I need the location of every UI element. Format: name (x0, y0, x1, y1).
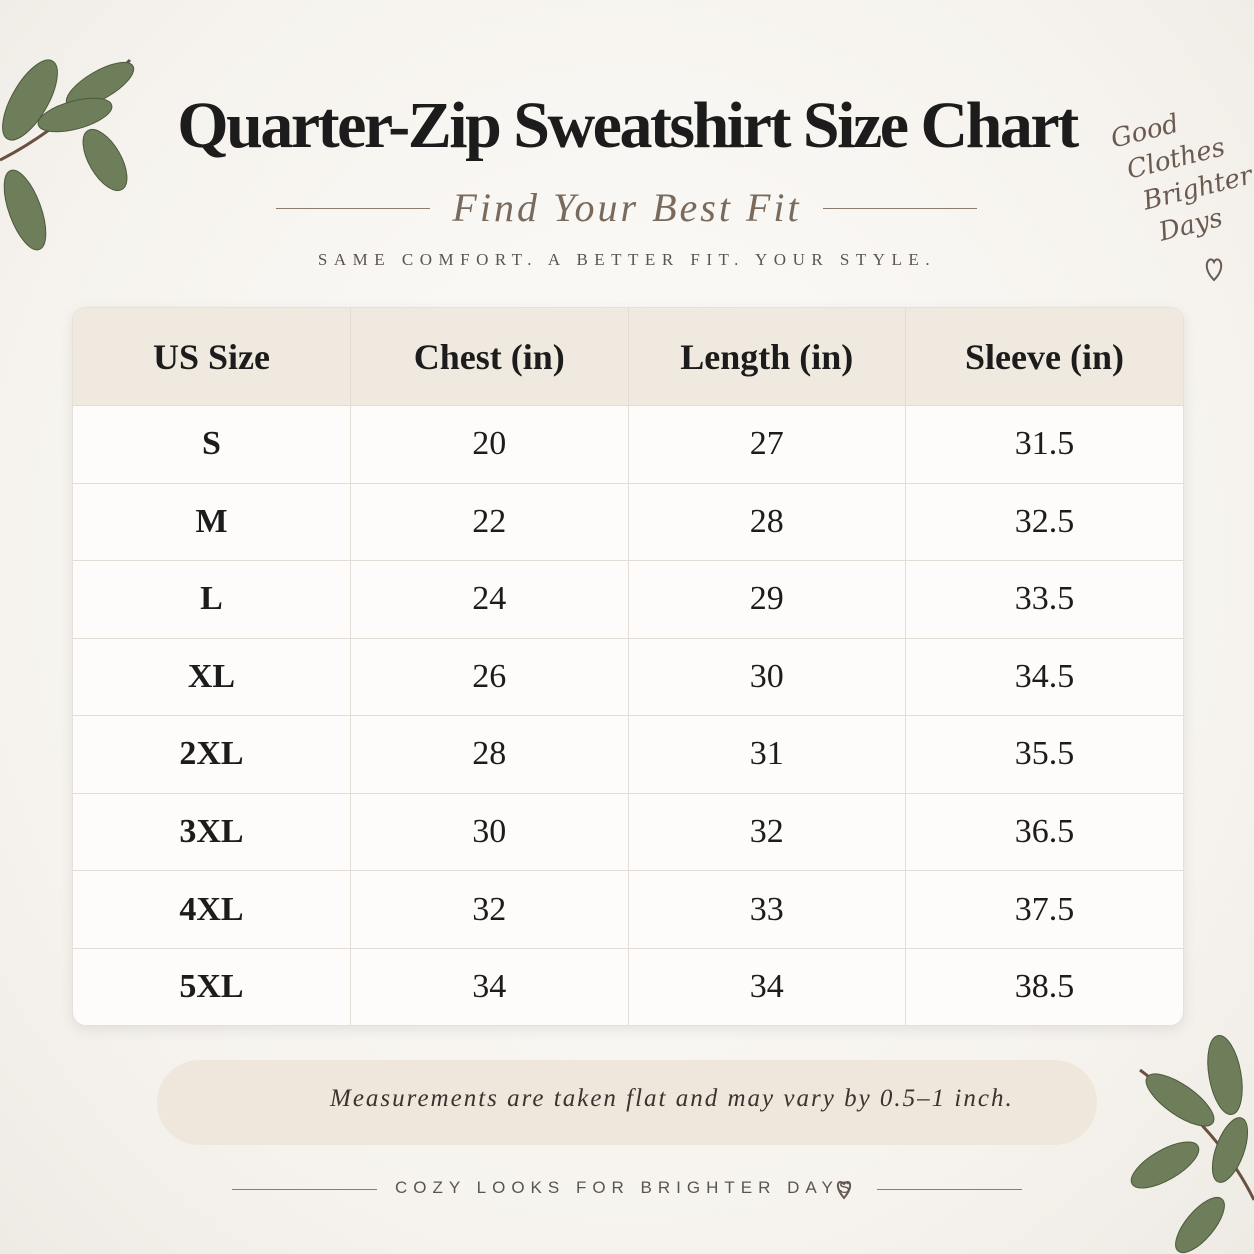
table-cell: 29 (627, 560, 906, 639)
table-cell: 26 (350, 637, 628, 716)
table-cell: 4XL (73, 870, 351, 949)
table-cell: 28 (350, 715, 628, 794)
table-cell: 22 (350, 482, 628, 561)
column-header: Length (in) (627, 308, 906, 406)
rule (276, 208, 430, 209)
table-cell: 37.5 (905, 870, 1183, 949)
rule (823, 208, 977, 209)
size-table: US Size Chest (in) Length (in) Sleeve (in) S… (72, 307, 1184, 1026)
column-header: Chest (in) (350, 308, 628, 406)
table-cell: 34 (350, 947, 628, 1025)
subtitle: Find Your Best Fit (452, 185, 802, 230)
table-cell: 33 (627, 870, 906, 949)
table-cell: 30 (350, 792, 628, 871)
table-row: 5XL 34 34 38.5 (73, 947, 1183, 1025)
table-cell: 32.5 (905, 482, 1183, 561)
table-cell: 27 (627, 405, 906, 484)
footer: COZY LOOKS FOR BRIGHTER DAYS (395, 1178, 857, 1197)
rule (877, 1189, 1022, 1190)
table-row: L 24 29 33.5 (73, 560, 1183, 639)
table-row: 2XL 28 31 35.5 (73, 715, 1183, 794)
table-cell: 34.5 (905, 637, 1183, 716)
table-cell: 30 (627, 637, 906, 716)
column-header: US Size (73, 308, 351, 406)
table-cell: 24 (350, 560, 628, 639)
title: Quarter-Zip Sweatshirt Size Chart (177, 89, 1079, 162)
column-header: Sleeve (in) (905, 308, 1183, 406)
table-cell: 32 (350, 870, 628, 949)
table-cell: M (73, 482, 351, 561)
table-cell: 32 (627, 792, 906, 871)
table-cell: 31 (627, 715, 906, 794)
tagline: SAME COMFORT. A BETTER FIT. YOUR STYLE. (317, 250, 937, 269)
table-cell: 36.5 (905, 792, 1183, 871)
table-row: 3XL 30 32 36.5 (73, 792, 1183, 871)
table-row: S 20 27 31.5 (73, 405, 1183, 484)
table-cell: L (73, 560, 351, 639)
table-cell: 35.5 (905, 715, 1183, 794)
table-cell: 5XL (73, 947, 351, 1025)
table-cell: 20 (350, 405, 628, 484)
table-cell: 34 (627, 947, 906, 1025)
table-row: 4XL 32 33 37.5 (73, 870, 1183, 949)
table-cell: 33.5 (905, 560, 1183, 639)
note: Measurements are taken flat and may vary… (330, 1085, 1014, 1112)
table-cell: 28 (627, 482, 906, 561)
table-cell: 38.5 (905, 947, 1183, 1025)
table-cell: S (73, 405, 351, 484)
note-box (157, 1060, 1097, 1145)
table-row: M 22 28 32.5 (73, 482, 1183, 561)
table: US Size Chest (in) Length (in) Sleeve (in) S… (73, 308, 1183, 1025)
header-row: US Size Chest (in) Length (in) Sleeve (in) (73, 308, 1183, 406)
table-cell: XL (73, 637, 351, 716)
rule (232, 1189, 377, 1190)
table-cell: 3XL (73, 792, 351, 871)
table-row: XL 26 30 34.5 (73, 637, 1183, 716)
table-cell: 2XL (73, 715, 351, 794)
table-cell: 31.5 (905, 405, 1183, 484)
